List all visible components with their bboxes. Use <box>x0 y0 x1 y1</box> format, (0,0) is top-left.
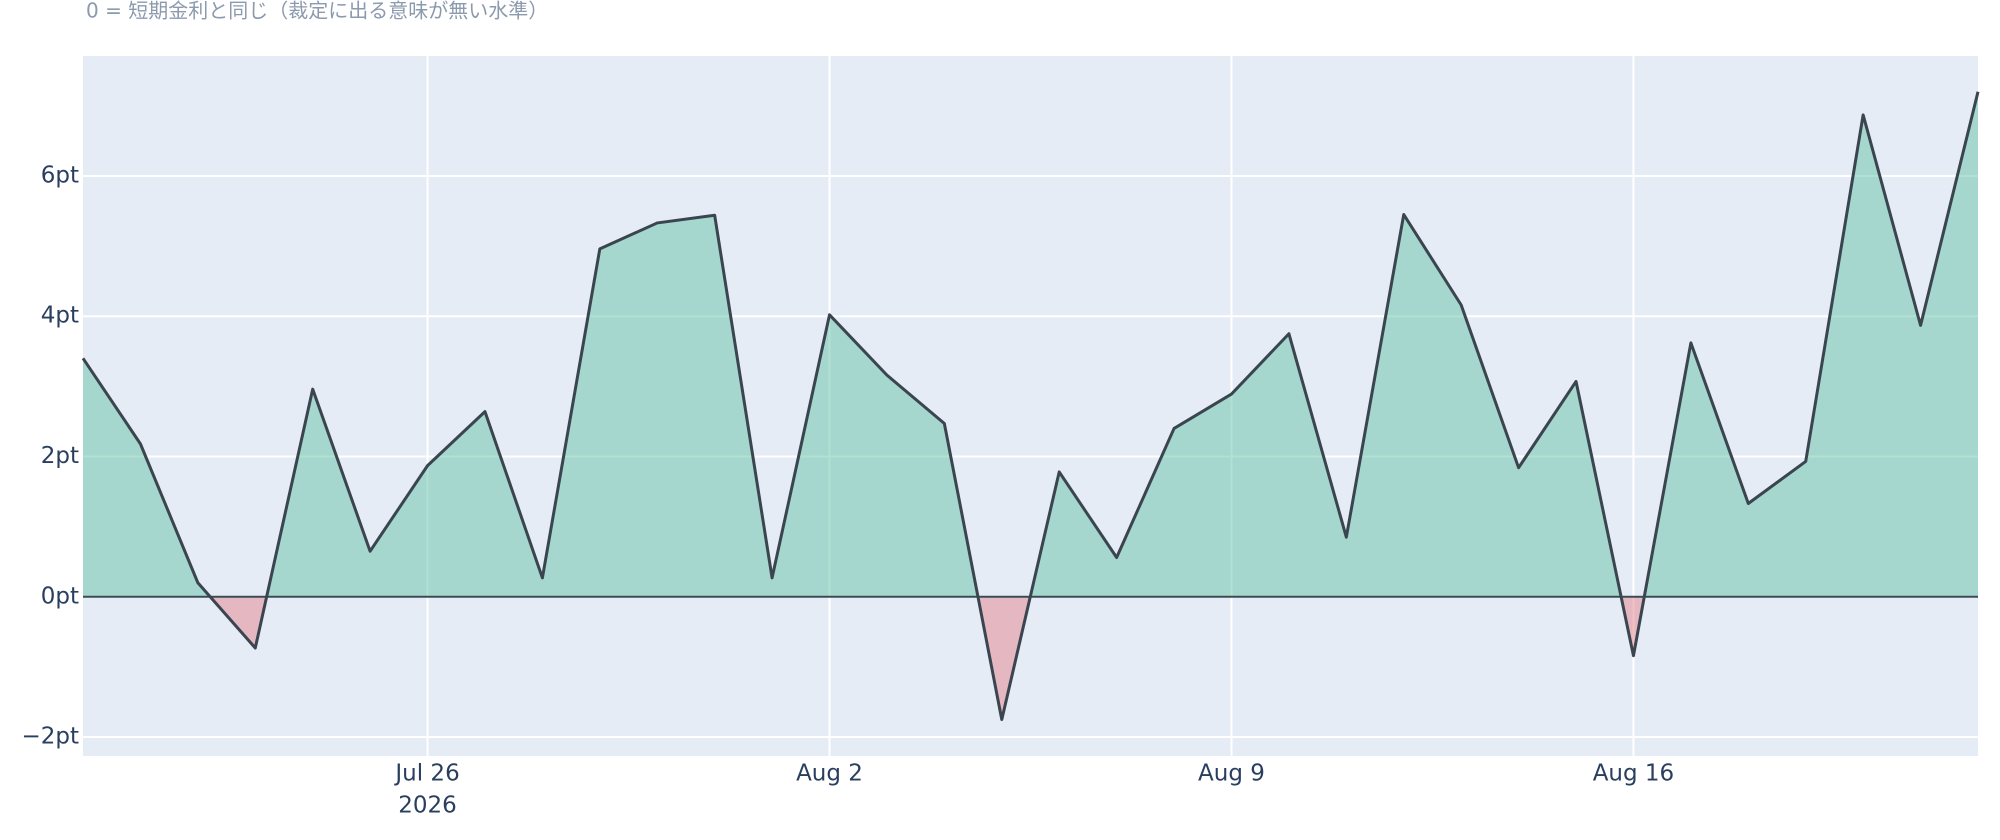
y-tick-label: 4pt <box>41 303 79 329</box>
y-tick-label: −2pt <box>21 724 79 750</box>
y-tick-label: 0pt <box>41 583 79 609</box>
x-tick-label: Aug 9 <box>1198 761 1265 787</box>
y-tick-label: 6pt <box>41 162 79 188</box>
plot-background <box>83 56 1978 756</box>
y-tick-label: 2pt <box>41 443 79 469</box>
x-tick-sublabel: 2026 <box>398 793 457 819</box>
chart-subtitle: 0 = 短期金利と同じ（裁定に出る意味が無い水準） <box>86 0 548 23</box>
x-tick-label: Jul 26 <box>393 761 459 787</box>
line <box>81 91 1980 722</box>
x-tick-label: Aug 16 <box>1593 761 1675 787</box>
area-positive <box>83 91 1978 597</box>
x-tick-label: Aug 2 <box>796 761 863 787</box>
